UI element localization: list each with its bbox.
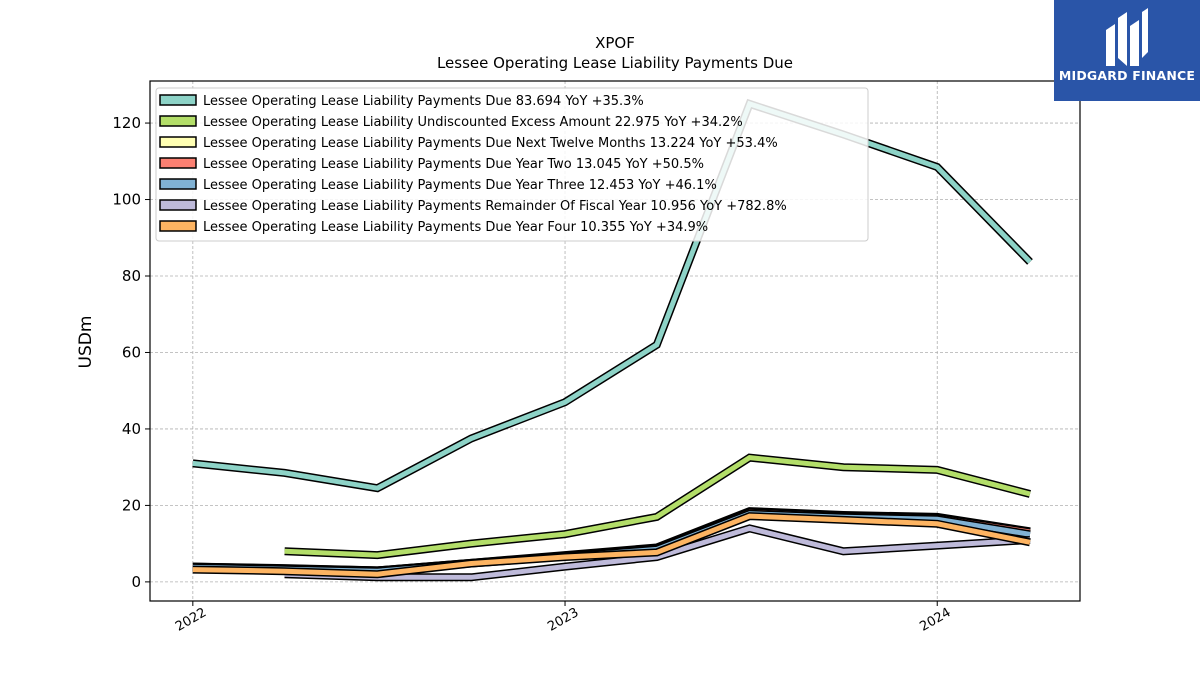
legend-item: Lessee Operating Lease Liability Payment… <box>159 220 708 235</box>
legend-swatch <box>159 157 197 169</box>
legend-label: Lessee Operating Lease Liability Undisco… <box>203 115 743 130</box>
y-tick-label: 40 <box>122 420 141 438</box>
legend-swatch <box>159 94 197 106</box>
series-line-stroke <box>284 525 1031 580</box>
y-axis-ticks: 0 20 40 60 80 100 120 <box>112 114 150 591</box>
x-tick-label: 2023 <box>545 605 581 635</box>
legend-item: Lessee Operating Lease Liability Undisco… <box>159 115 743 130</box>
y-tick-label: 20 <box>122 496 141 514</box>
chart-subtitle: Lessee Operating Lease Liability Payment… <box>437 54 793 72</box>
y-tick-label: 100 <box>112 191 141 209</box>
series-line-outline <box>284 453 1032 560</box>
legend-item: Lessee Operating Lease Liability Payment… <box>159 136 778 151</box>
y-tick-label: 120 <box>112 114 141 132</box>
plot-frame <box>149 80 1081 602</box>
series-line <box>284 453 1032 560</box>
series-line-stroke <box>284 455 1031 558</box>
legend-item: Lessee Operating Lease Liability Payment… <box>159 94 644 109</box>
legend-swatch <box>159 199 197 211</box>
legend-item: Lessee Operating Lease Liability Payment… <box>159 199 787 214</box>
y-tick-label: 0 <box>131 573 141 591</box>
legend-swatch <box>159 178 197 190</box>
brand-logo-text: MIDGARD FINANCE <box>1058 68 1196 83</box>
legend-label: Lessee Operating Lease Liability Payment… <box>203 220 708 235</box>
legend-item: Lessee Operating Lease Liability Payment… <box>159 157 704 172</box>
legend-label: Lessee Operating Lease Liability Payment… <box>203 199 787 214</box>
series-line-stroke <box>192 100 1032 491</box>
series-line-stroke <box>192 513 1031 577</box>
legend-label: Lessee Operating Lease Liability Payment… <box>203 157 704 172</box>
series-layer <box>192 98 1033 582</box>
legend: Lessee Operating Lease Liability Payment… <box>155 87 869 242</box>
x-tick-label: 2022 <box>173 605 209 635</box>
legend-swatch <box>159 220 197 232</box>
legend-box <box>155 87 869 242</box>
chart-title: XPOF <box>595 34 635 52</box>
legend-label: Lessee Operating Lease Liability Payment… <box>203 94 644 109</box>
series-line <box>284 524 1031 582</box>
legend-item: Lessee Operating Lease Liability Payment… <box>159 178 717 193</box>
y-tick-label: 80 <box>122 267 141 285</box>
y-tick-label: 60 <box>122 343 141 361</box>
x-tick-label: 2024 <box>917 605 953 635</box>
y-axis-label: USDm <box>76 316 96 369</box>
legend-label: Lessee Operating Lease Liability Payment… <box>203 178 717 193</box>
brand-logo: MIDGARD FINANCE <box>1054 0 1200 101</box>
series-line <box>192 98 1033 493</box>
legend-label: Lessee Operating Lease Liability Payment… <box>203 136 778 151</box>
series-line <box>192 512 1031 579</box>
brand-logo-icon <box>1106 8 1148 66</box>
legend-swatch <box>159 115 197 127</box>
legend-swatch <box>159 136 197 148</box>
x-axis-ticks: 2022 2023 2024 <box>173 601 954 635</box>
